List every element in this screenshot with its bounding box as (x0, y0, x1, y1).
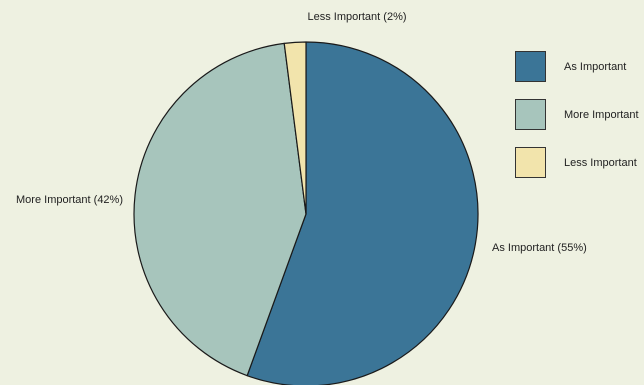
slice-label-less-important: Less Important (2%) (307, 11, 406, 23)
pie-slice-less-important (283, 41, 307, 215)
legend-swatch-less-important (515, 147, 546, 178)
legend-swatch-as-important (515, 51, 546, 82)
legend-swatch-more-important (515, 99, 546, 130)
pie-slice-more-important (133, 42, 307, 377)
legend-label-more-important: More Important (564, 109, 639, 121)
slice-label-as-important: As Important (55%) (492, 242, 587, 254)
legend-label-as-important: As Important (564, 61, 627, 73)
pie-slice-as-important (246, 41, 479, 385)
slice-label-more-important: More Important (42%) (16, 194, 123, 206)
legend-label-less-important: Less Important (564, 157, 637, 169)
